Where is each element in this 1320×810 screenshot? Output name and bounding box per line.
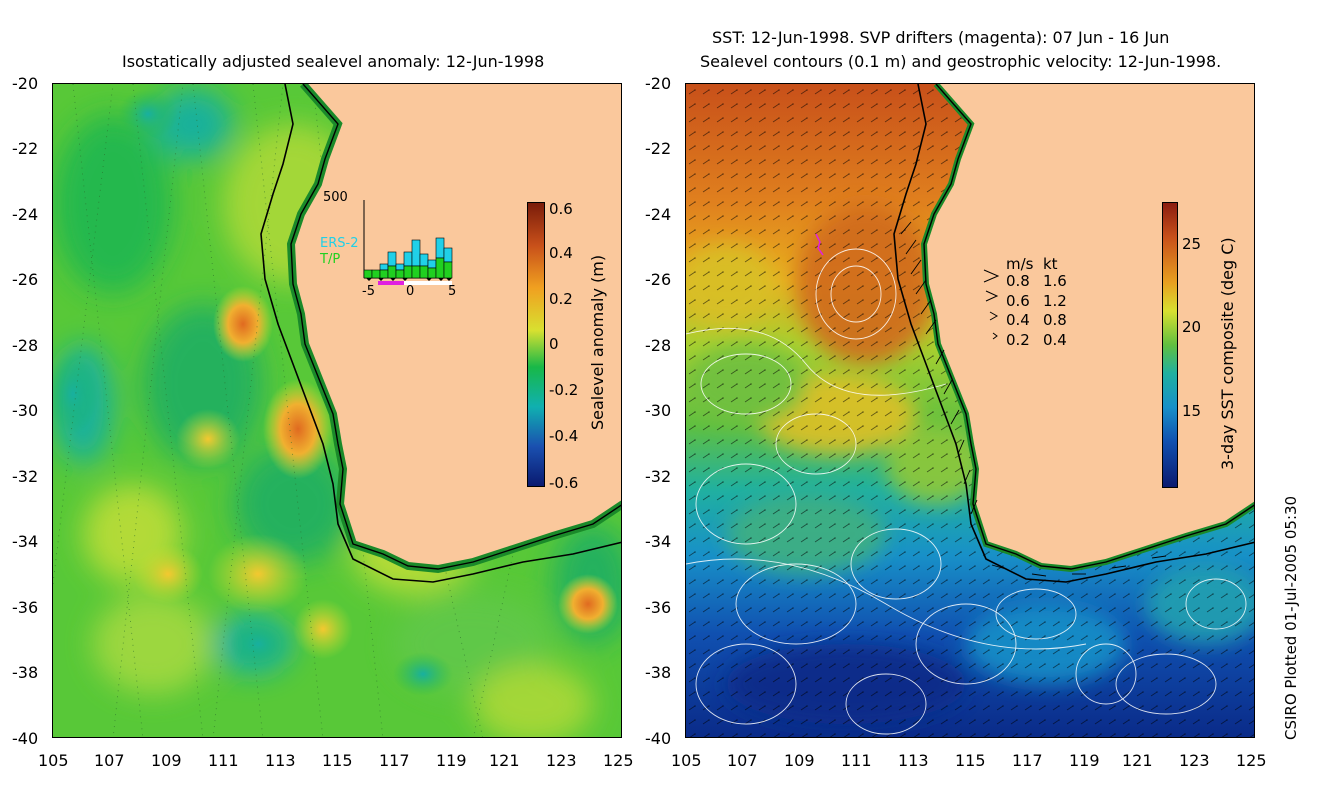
sealevel-colorbar-label: Sealevel anomaly (m) xyxy=(588,254,607,430)
sst-map-graphic xyxy=(686,84,1254,737)
inset-legend-ers2: ERS-2 xyxy=(320,236,359,251)
x-tick-label: 113 xyxy=(265,751,296,770)
inset-ymax: 500 xyxy=(323,190,348,205)
legend-header-ms: m/s xyxy=(1006,255,1034,273)
y-tick-label: -24 xyxy=(12,205,39,224)
x-tick-label: 115 xyxy=(955,751,986,770)
legend-kt: 0.8 xyxy=(1043,311,1067,329)
y-tick-label: -30 xyxy=(645,401,672,420)
x-tick-label: 123 xyxy=(1179,751,1210,770)
legend-ms: 0.6 xyxy=(1006,292,1030,310)
x-tick-label: 111 xyxy=(841,751,872,770)
colorbar-tick: 20 xyxy=(1182,318,1202,336)
colorbar-tick: 0.4 xyxy=(549,244,573,262)
inset-x-tick: 5 xyxy=(448,284,457,299)
y-tick-label: -26 xyxy=(12,270,39,289)
y-tick-label: -22 xyxy=(645,139,672,158)
sst-map xyxy=(685,83,1255,738)
x-tick-label: 109 xyxy=(151,751,182,770)
y-tick-label: -22 xyxy=(12,139,39,158)
y-tick-label: -36 xyxy=(12,598,39,617)
y-tick-label: -24 xyxy=(645,205,672,224)
x-tick-label: 119 xyxy=(1069,751,1100,770)
sealevel-map-graphic xyxy=(53,84,621,737)
x-tick-label: 119 xyxy=(436,751,467,770)
x-tick-label: 125 xyxy=(1236,751,1267,770)
x-tick-label: 111 xyxy=(208,751,239,770)
plot-credit: CSIRO Plotted 01-Jul-2005 05:30 xyxy=(1282,495,1300,740)
y-tick-label: -38 xyxy=(12,663,39,682)
y-tick-label: -40 xyxy=(645,729,672,748)
y-tick-label: -38 xyxy=(645,663,672,682)
colorbar-tick: -0.4 xyxy=(549,427,579,445)
y-tick-label: -40 xyxy=(12,729,39,748)
y-tick-label: -32 xyxy=(645,467,672,486)
sst-colorbar-label: 3-day SST composite (deg C) xyxy=(1218,237,1237,470)
x-tick-label: 121 xyxy=(489,751,520,770)
inset-graphic xyxy=(363,200,453,285)
inset-legend-tp: T/P xyxy=(320,252,341,267)
legend-kt: 0.4 xyxy=(1043,331,1067,349)
y-tick-label: -28 xyxy=(12,336,39,355)
x-tick-label: 105 xyxy=(671,751,702,770)
y-tick-label: -20 xyxy=(645,74,672,93)
y-tick-label: -36 xyxy=(645,598,672,617)
legend-ms: 0.4 xyxy=(1006,311,1030,329)
x-tick-label: 109 xyxy=(784,751,815,770)
y-tick-label: -30 xyxy=(12,401,39,420)
x-tick-label: 123 xyxy=(546,751,577,770)
colorbar-tick: 0.2 xyxy=(549,290,573,308)
left-map-title: Isostatically adjusted sealevel anomaly:… xyxy=(122,52,545,71)
inset-x-tick: -5 xyxy=(362,284,375,299)
legend-header-kt: kt xyxy=(1043,255,1058,273)
colorbar-tick: 0 xyxy=(549,335,559,353)
inset-x-tick: 0 xyxy=(406,284,415,299)
x-tick-label: 125 xyxy=(603,751,634,770)
legend-ms: 0.8 xyxy=(1006,272,1030,290)
colorbar-tick: 0.6 xyxy=(549,200,573,218)
legend-kt: 1.6 xyxy=(1043,272,1067,290)
y-tick-label: -32 xyxy=(12,467,39,486)
x-tick-label: 117 xyxy=(379,751,410,770)
y-tick-label: -34 xyxy=(12,532,39,551)
colorbar-tick: -0.6 xyxy=(549,474,579,492)
x-tick-label: 121 xyxy=(1122,751,1153,770)
x-tick-label: 105 xyxy=(38,751,69,770)
x-tick-label: 107 xyxy=(94,751,125,770)
y-tick-label: -34 xyxy=(645,532,672,551)
y-tick-label: -28 xyxy=(645,336,672,355)
colorbar-tick: 25 xyxy=(1182,235,1202,253)
sealevel-colorbar xyxy=(527,202,545,487)
x-tick-label: 107 xyxy=(727,751,758,770)
colorbar-tick: -0.2 xyxy=(549,381,579,399)
sealevel-anomaly-map xyxy=(52,83,622,738)
right-map-title-line1: SST: 12-Jun-1998. SVP drifters (magenta)… xyxy=(712,28,1170,47)
x-tick-label: 115 xyxy=(322,751,353,770)
colorbar-tick: 15 xyxy=(1182,402,1202,420)
legend-ms: 0.2 xyxy=(1006,331,1030,349)
y-tick-label: -26 xyxy=(645,270,672,289)
data-coverage-inset: 500 ERS-2 T/P -5 0 5 xyxy=(318,190,468,300)
x-tick-label: 117 xyxy=(1012,751,1043,770)
x-tick-label: 113 xyxy=(898,751,929,770)
sst-colorbar xyxy=(1162,202,1178,488)
y-tick-label: -20 xyxy=(12,74,39,93)
legend-kt: 1.2 xyxy=(1043,292,1067,310)
right-map-title-line2: Sealevel contours (0.1 m) and geostrophi… xyxy=(700,52,1222,71)
